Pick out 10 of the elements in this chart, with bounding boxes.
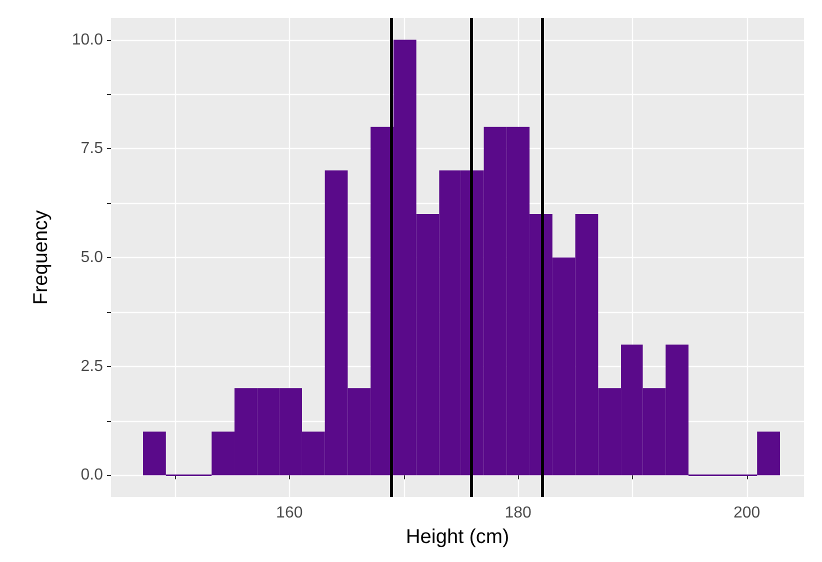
x-axis-title: Height (cm) [406,526,510,548]
y-tick-label: 2.5 [80,358,104,375]
x-tick-label: 160 [276,504,303,522]
y-axis-title: Frequency [30,210,52,305]
y-tick-label: 0.0 [80,466,104,484]
y-tick-label: 7.5 [80,140,104,158]
x-tick-label: 200 [733,504,760,522]
x-tick-label: 180 [504,504,532,522]
y-tick-label: 10.0 [72,31,104,48]
y-tick-label: 5.0 [80,249,104,266]
